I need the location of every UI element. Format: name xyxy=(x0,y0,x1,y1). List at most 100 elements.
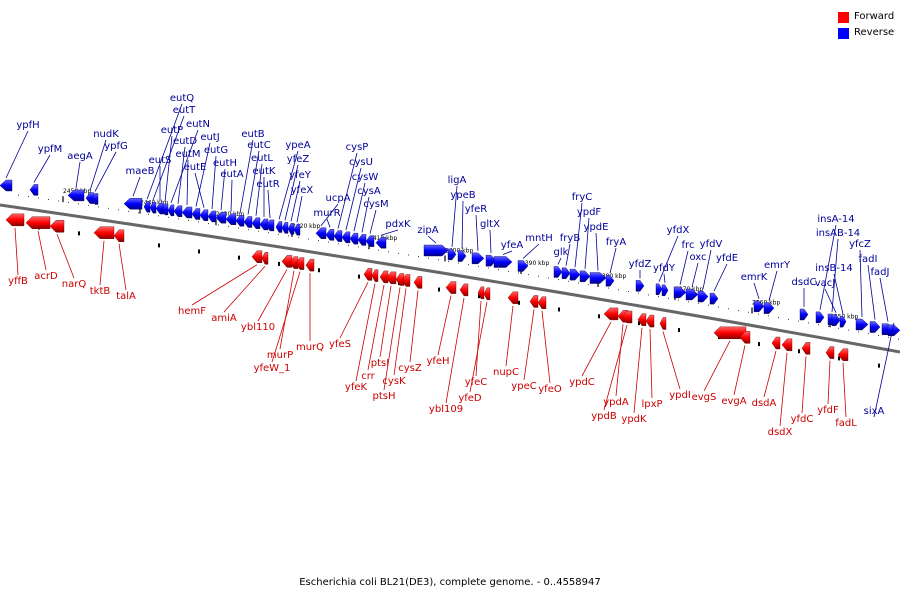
label-leader-line xyxy=(290,180,301,222)
label-leader-line xyxy=(489,229,492,254)
reverse-gene-label: yfeR xyxy=(465,204,488,215)
label-leader-line xyxy=(230,179,233,212)
reverse-gene-arrow xyxy=(493,256,513,268)
forward-gene-arrow xyxy=(459,283,469,297)
reverse-gene-label: emrY xyxy=(764,260,791,271)
reverse-gene-arrow xyxy=(635,280,645,292)
forward-gene-arrow xyxy=(529,295,539,308)
reverse-gene-arrow xyxy=(287,223,295,235)
forward-gene-label: murP xyxy=(267,350,293,361)
label-leader-line xyxy=(194,172,205,208)
label-leader-line xyxy=(14,227,19,276)
forward-gene-label: tktB xyxy=(90,286,111,297)
reverse-gene-label: maeB xyxy=(126,166,155,177)
label-leader-line xyxy=(393,288,407,376)
label-leader-line xyxy=(879,277,889,322)
forward-gene-arrow xyxy=(305,258,315,272)
reverse-gene-label: eutB xyxy=(241,129,264,140)
minor-tick xyxy=(318,268,320,273)
minor-tick xyxy=(828,325,829,327)
reverse-gene-label: insA-14 xyxy=(817,214,854,225)
reverse-gene-label: fryB xyxy=(560,233,581,244)
minor-tick xyxy=(108,207,109,209)
legend: Forward Reverse xyxy=(838,9,894,41)
label-leader-line xyxy=(713,263,728,292)
label-leader-line xyxy=(367,284,385,371)
reverse-gene-arrow xyxy=(259,218,269,231)
reverse-gene-arrow xyxy=(207,210,217,223)
forward-gene-label: acrD xyxy=(34,271,58,282)
label-leader-line xyxy=(437,295,452,356)
reverse-gene-label: gltX xyxy=(480,219,500,230)
forward-gene-label: yffB xyxy=(8,276,28,287)
minor-tick xyxy=(338,243,339,245)
minor-tick xyxy=(28,196,29,198)
label-leader-line xyxy=(691,262,699,288)
label-leader-line xyxy=(867,264,876,320)
minor-tick xyxy=(868,333,869,335)
reverse-gene-arrow xyxy=(275,221,283,233)
reverse-gene-arrow xyxy=(265,219,275,232)
forward-gene-label: nupC xyxy=(493,367,519,378)
minor-tick xyxy=(388,251,389,253)
label-leader-line xyxy=(523,309,535,381)
label-leader-line xyxy=(177,146,186,204)
genome-backbone xyxy=(0,203,900,354)
minor-tick xyxy=(188,219,189,221)
reverse-gene-label: mntH xyxy=(525,233,553,244)
reverse-gene-label: emrK xyxy=(741,272,768,283)
label-leader-line xyxy=(89,139,107,191)
forward-gene-label: dsdA xyxy=(752,398,777,409)
minor-tick xyxy=(228,226,229,228)
minor-tick xyxy=(458,262,459,264)
label-leader-line xyxy=(353,182,366,232)
minor-tick xyxy=(838,327,839,329)
minor-tick xyxy=(68,201,69,203)
reverse-gene-arrow xyxy=(517,260,529,272)
label-leader-line xyxy=(557,257,562,265)
reverse-gene-arrow xyxy=(839,315,847,328)
label-leader-line xyxy=(763,350,777,398)
reverse-gene-label: eutH xyxy=(213,158,237,169)
reverse-gene-arrow xyxy=(315,227,327,239)
forward-gene-arrow xyxy=(781,338,793,351)
forward-swatch xyxy=(838,11,849,23)
minor-tick xyxy=(818,324,819,326)
minor-tick xyxy=(588,284,589,286)
reverse-gene-label: yfeA xyxy=(501,240,524,251)
reverse-gene-label: frc xyxy=(682,240,695,251)
label-leader-line xyxy=(247,150,260,215)
label-leader-line xyxy=(361,196,370,233)
minor-tick xyxy=(578,282,579,284)
label-leader-line xyxy=(355,283,376,382)
label-leader-line xyxy=(615,324,624,397)
reverse-gene-arrow xyxy=(375,237,387,249)
forward-gene-label: ypdA xyxy=(603,397,629,408)
reverse-gene-arrow xyxy=(605,275,615,287)
reverse-gene-label: ligA xyxy=(448,175,467,186)
minor-tick xyxy=(288,235,289,237)
label-leader-line xyxy=(475,214,479,251)
minor-tick xyxy=(78,203,79,205)
label-leader-line xyxy=(326,218,331,228)
label-leader-line xyxy=(427,235,437,244)
label-leader-line xyxy=(132,176,141,197)
minor-tick xyxy=(778,317,779,319)
reverse-gene-label: cysU xyxy=(349,157,373,168)
label-leader-line xyxy=(320,203,339,226)
minor-tick xyxy=(98,206,99,208)
label-leader-line xyxy=(633,327,643,414)
reverse-gene-label: eutR xyxy=(256,179,279,190)
label-leader-line xyxy=(824,288,837,313)
minor-tick xyxy=(728,308,729,310)
forward-gene-arrow xyxy=(659,317,667,330)
label-leader-line xyxy=(255,163,263,216)
minor-tick xyxy=(628,290,629,292)
forward-gene-arrow xyxy=(537,296,547,309)
minor-tick xyxy=(798,320,799,322)
reverse-gene-arrow xyxy=(243,216,253,228)
reverse-gene-label: eutM xyxy=(175,149,200,160)
reverse-gene-label: yfeZ xyxy=(287,154,310,165)
minor-tick xyxy=(678,299,679,301)
label-leader-line xyxy=(649,329,653,399)
